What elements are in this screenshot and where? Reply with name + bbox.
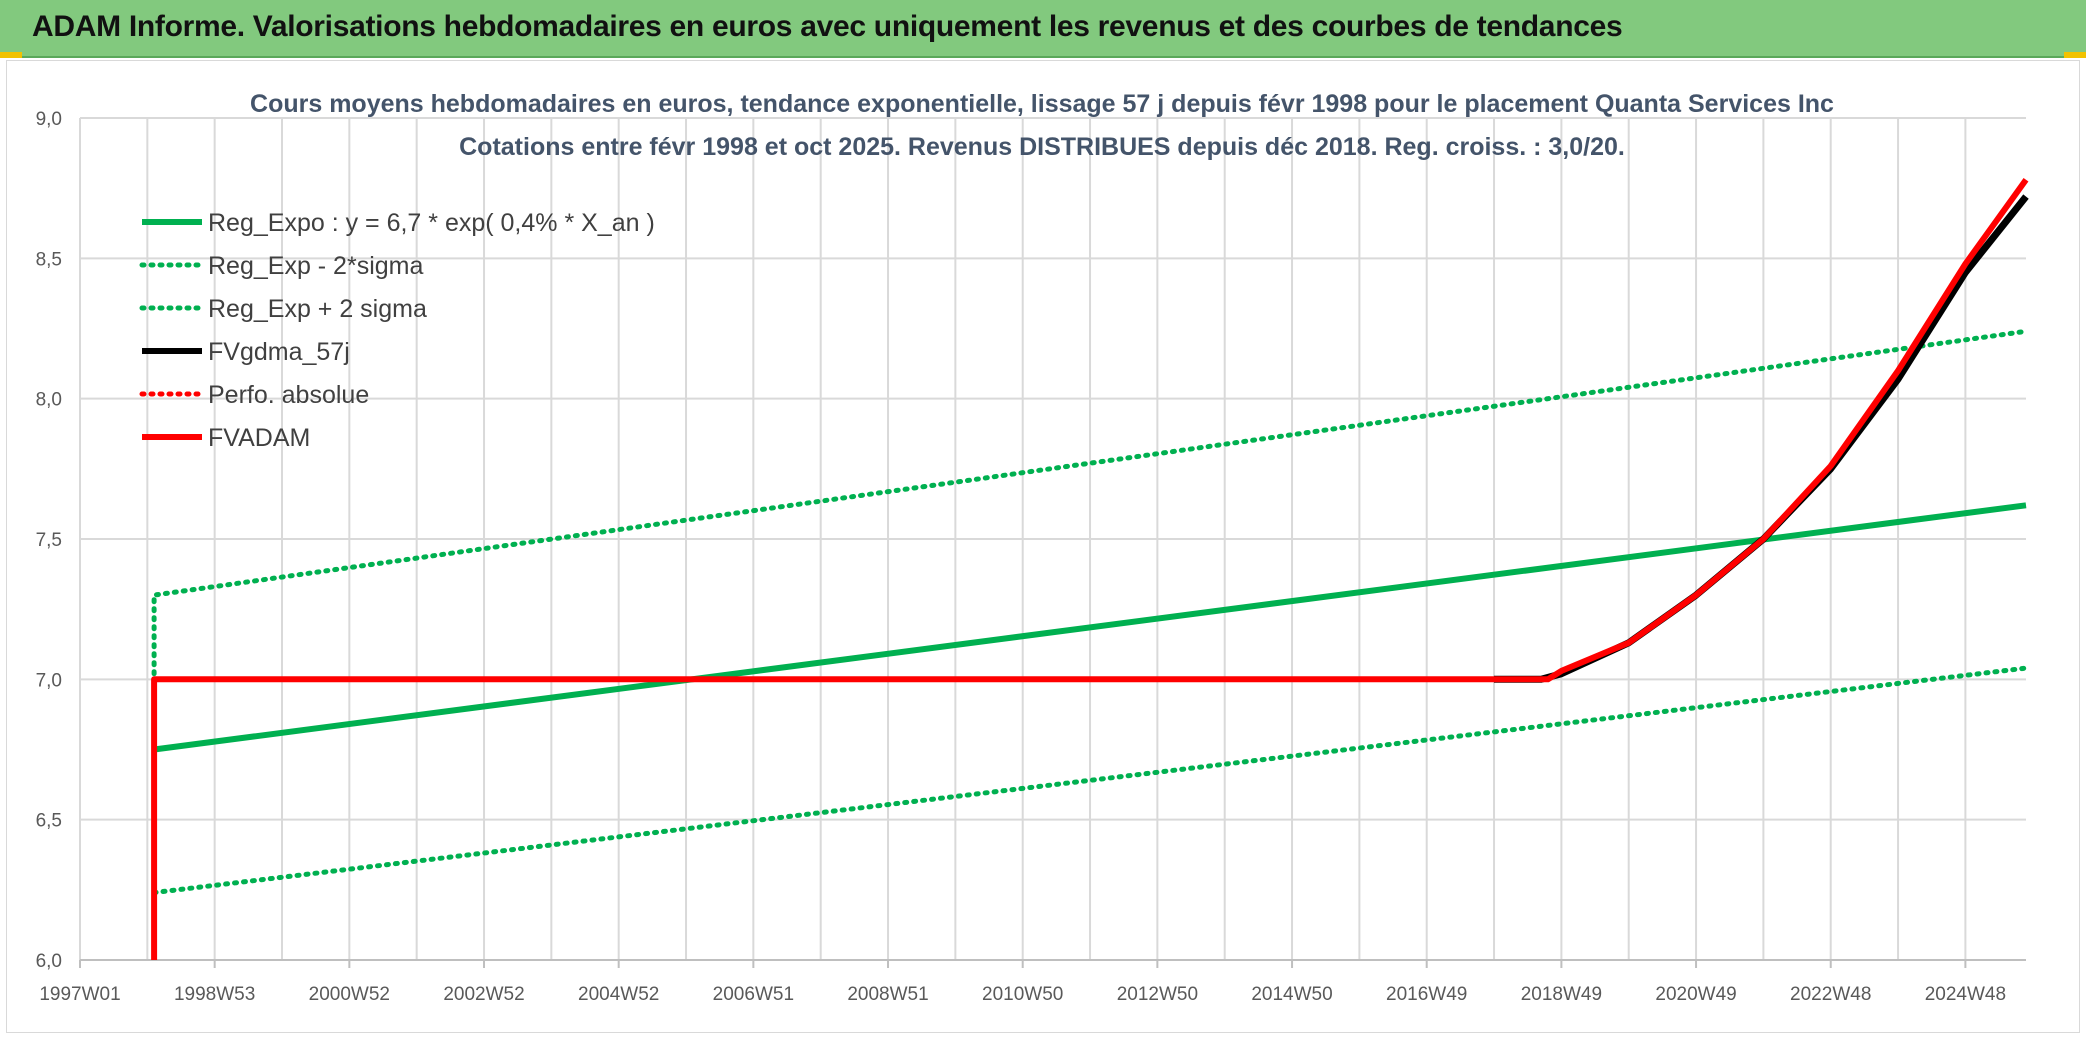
y-tick-label: 6,5 <box>36 811 62 832</box>
y-tick-label: 9,0 <box>36 109 62 130</box>
legend-label: FVADAM <box>208 424 310 452</box>
series-line-2 <box>151 328 2029 677</box>
corner-mark-top-left <box>0 52 22 58</box>
x-tick-label: 2008W51 <box>847 984 928 1005</box>
corner-mark-top-right <box>2064 52 2086 58</box>
y-tick-label: 8,0 <box>36 390 62 411</box>
chart-ticks: 6,0 6,5 7,0 7,5 8,0 8,5 9,0 1997W01 1998W53 2000W… <box>36 109 2006 1005</box>
header-banner: ADAM Informe. Valorisations hebdomadaire… <box>0 0 2086 58</box>
y-tick-label: 8,5 <box>36 249 62 270</box>
x-tick-label: 2004W52 <box>578 984 659 1005</box>
series-line-1 <box>151 665 2029 896</box>
legend-label: FVgdma_57j <box>208 338 350 366</box>
legend-label: Perfo. absolue <box>208 381 369 409</box>
x-tick-label: 2022W48 <box>1790 984 1871 1005</box>
chart-title: Cours moyens hebdomadaires en euros, ten… <box>250 90 1834 118</box>
series-line-5 <box>151 177 2029 960</box>
chart-legend: Reg_Expo : y = 6,7 * exp( 0,4% * X_an ) R… <box>139 209 655 452</box>
y-tick-label: 7,0 <box>36 670 62 691</box>
x-tick-label: 1997W01 <box>39 984 120 1005</box>
legend-label: Reg_Exp - 2*sigma <box>208 252 423 280</box>
x-tick-label: 1998W53 <box>174 984 255 1005</box>
y-tick-label: 7,5 <box>36 530 62 551</box>
series-line-0 <box>153 502 2027 753</box>
x-tick-label: 2012W50 <box>1117 984 1198 1005</box>
legend-label: Reg_Expo : y = 6,7 * exp( 0,4% * X_an ) <box>208 209 655 237</box>
chart-frame <box>6 60 2080 1033</box>
x-tick-label: 2002W52 <box>443 984 524 1005</box>
x-tick-label: 2018W49 <box>1521 984 1602 1005</box>
chart-series <box>151 177 2029 960</box>
x-tick-label: 2014W50 <box>1251 984 1332 1005</box>
x-tick-label: 2006W51 <box>713 984 794 1005</box>
y-tick-label: 6,0 <box>36 951 62 972</box>
x-tick-label: 2016W49 <box>1386 984 1467 1005</box>
legend-label: Reg_Exp + 2 sigma <box>208 295 427 323</box>
series-line-3 <box>1494 194 2029 683</box>
x-tick-label: 2010W50 <box>982 984 1063 1005</box>
x-tick-label: 2024W48 <box>1925 984 2006 1005</box>
x-tick-label: 2000W52 <box>309 984 390 1005</box>
page-title: ADAM Informe. Valorisations hebdomadaire… <box>32 10 1623 43</box>
chart-grid <box>79 117 2026 961</box>
chart-subtitle: Cotations entre févr 1998 et oct 2025. R… <box>459 133 1625 161</box>
x-tick-label: 2020W49 <box>1655 984 1736 1005</box>
